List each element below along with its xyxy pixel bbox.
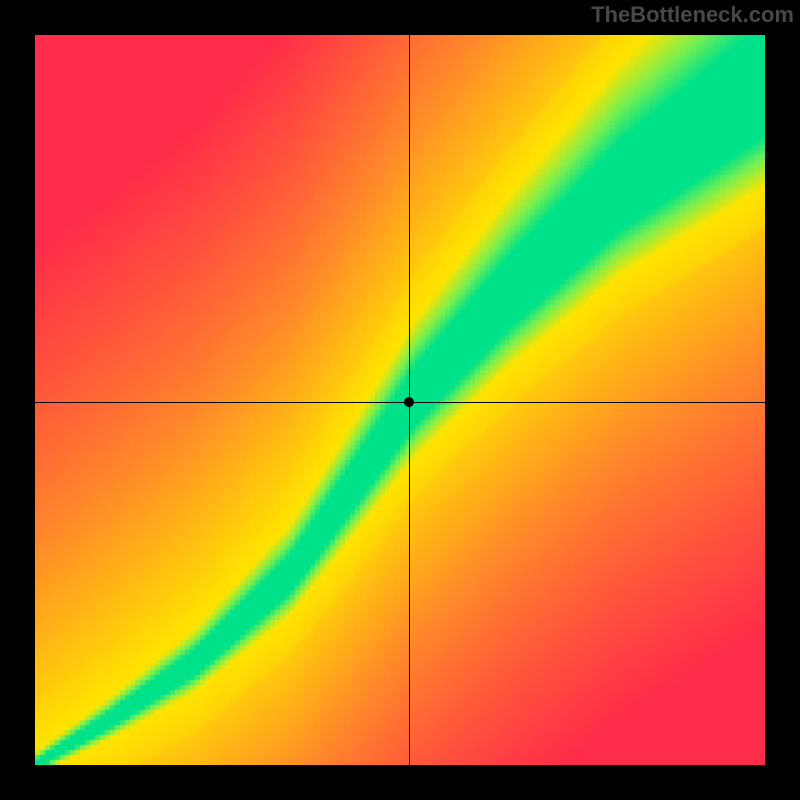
heatmap-canvas — [35, 35, 765, 765]
crosshair-horizontal — [35, 402, 765, 403]
heatmap-plot — [35, 35, 765, 765]
page-root: TheBottleneck.com — [0, 0, 800, 800]
watermark-text: TheBottleneck.com — [591, 2, 794, 28]
crosshair-marker — [404, 397, 414, 407]
